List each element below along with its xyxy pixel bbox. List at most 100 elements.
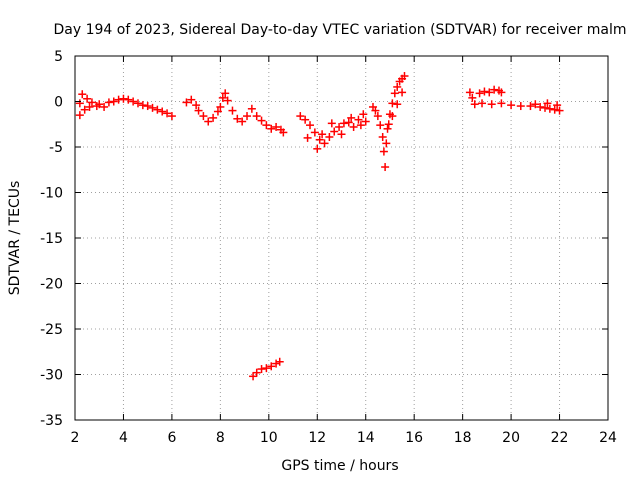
data-point [216, 102, 225, 111]
data-point [468, 93, 477, 102]
data-point [541, 103, 550, 112]
x-tick-label: 2 [71, 430, 80, 446]
data-point [87, 98, 96, 107]
data-point [221, 89, 230, 98]
data-point [78, 90, 87, 99]
data-point [480, 87, 489, 96]
data-series [75, 72, 564, 381]
data-point [337, 130, 346, 139]
data-point [148, 103, 157, 112]
data-point [213, 107, 222, 116]
data-point [252, 368, 261, 377]
data-point [383, 124, 392, 133]
data-point [194, 106, 203, 115]
y-tick-label: -25 [40, 322, 63, 338]
data-point [327, 119, 336, 128]
data-point [109, 97, 118, 106]
x-axis-label: GPS time / hours [281, 458, 398, 474]
y-tick-label: 0 [54, 95, 63, 111]
data-point [465, 88, 474, 97]
data-point [320, 139, 329, 148]
data-point [393, 82, 402, 91]
data-point [209, 113, 218, 122]
data-point [187, 95, 196, 104]
data-point [296, 112, 305, 121]
axis-ticks: 2 4 6 8 10 12 14 16 18 20 22 2450-5-10-15-20-25-30-… [40, 49, 617, 446]
y-tick-label: -35 [40, 413, 63, 429]
data-point [129, 97, 138, 106]
data-point [553, 101, 562, 110]
data-point [243, 112, 252, 121]
data-point [536, 102, 545, 111]
data-point [526, 102, 535, 111]
y-tick-label: -30 [40, 368, 63, 384]
data-point [315, 135, 324, 144]
data-point [393, 100, 402, 109]
data-point [199, 112, 208, 121]
data-point [382, 139, 391, 148]
data-point [347, 113, 356, 122]
data-point [204, 117, 213, 126]
data-point [75, 99, 84, 108]
data-point [249, 372, 258, 381]
data-point [310, 128, 319, 137]
data-point [313, 144, 322, 153]
data-point [218, 93, 227, 102]
data-point [83, 94, 92, 103]
data-point [381, 163, 390, 172]
data-point [497, 99, 506, 108]
y-tick-label: -10 [40, 186, 63, 202]
data-point [85, 102, 94, 111]
data-point [354, 115, 363, 124]
data-point [325, 132, 334, 141]
data-point [279, 128, 288, 137]
data-point [379, 147, 388, 156]
data-point [138, 101, 147, 110]
data-point [252, 112, 261, 121]
data-point [388, 112, 397, 121]
data-point [378, 132, 387, 141]
x-tick-label: 10 [260, 430, 278, 446]
data-point [349, 122, 358, 131]
data-point [301, 115, 310, 124]
data-point [267, 362, 276, 371]
data-point [400, 72, 409, 81]
data-point [470, 100, 479, 109]
y-tick-label: -15 [40, 231, 63, 247]
data-point [143, 102, 152, 111]
data-point [262, 364, 271, 373]
data-point [233, 114, 242, 123]
data-point [485, 88, 494, 97]
data-point [475, 89, 484, 98]
data-point [318, 130, 327, 139]
data-point [398, 88, 407, 97]
data-point [361, 117, 370, 126]
y-tick-label: 5 [54, 49, 63, 65]
data-point [228, 106, 237, 115]
data-point [339, 119, 348, 128]
data-point [335, 122, 344, 131]
data-point [257, 116, 266, 125]
data-point [388, 99, 397, 108]
data-point [133, 99, 142, 108]
data-point [223, 96, 232, 105]
x-tick-label: 20 [502, 430, 520, 446]
data-point [95, 100, 104, 109]
x-tick-label: 22 [551, 430, 569, 446]
data-point [192, 101, 201, 110]
data-point [543, 99, 552, 108]
data-point [80, 105, 89, 114]
data-point [545, 104, 554, 113]
y-tick-label: -5 [49, 140, 63, 156]
data-point [153, 105, 162, 114]
data-point [158, 107, 167, 116]
data-point [272, 122, 281, 131]
data-point [167, 112, 176, 121]
x-tick-label: 12 [308, 430, 326, 446]
data-point [119, 94, 128, 103]
data-point [275, 357, 284, 366]
data-point [490, 85, 499, 94]
data-point [272, 359, 281, 368]
data-point [114, 95, 123, 104]
